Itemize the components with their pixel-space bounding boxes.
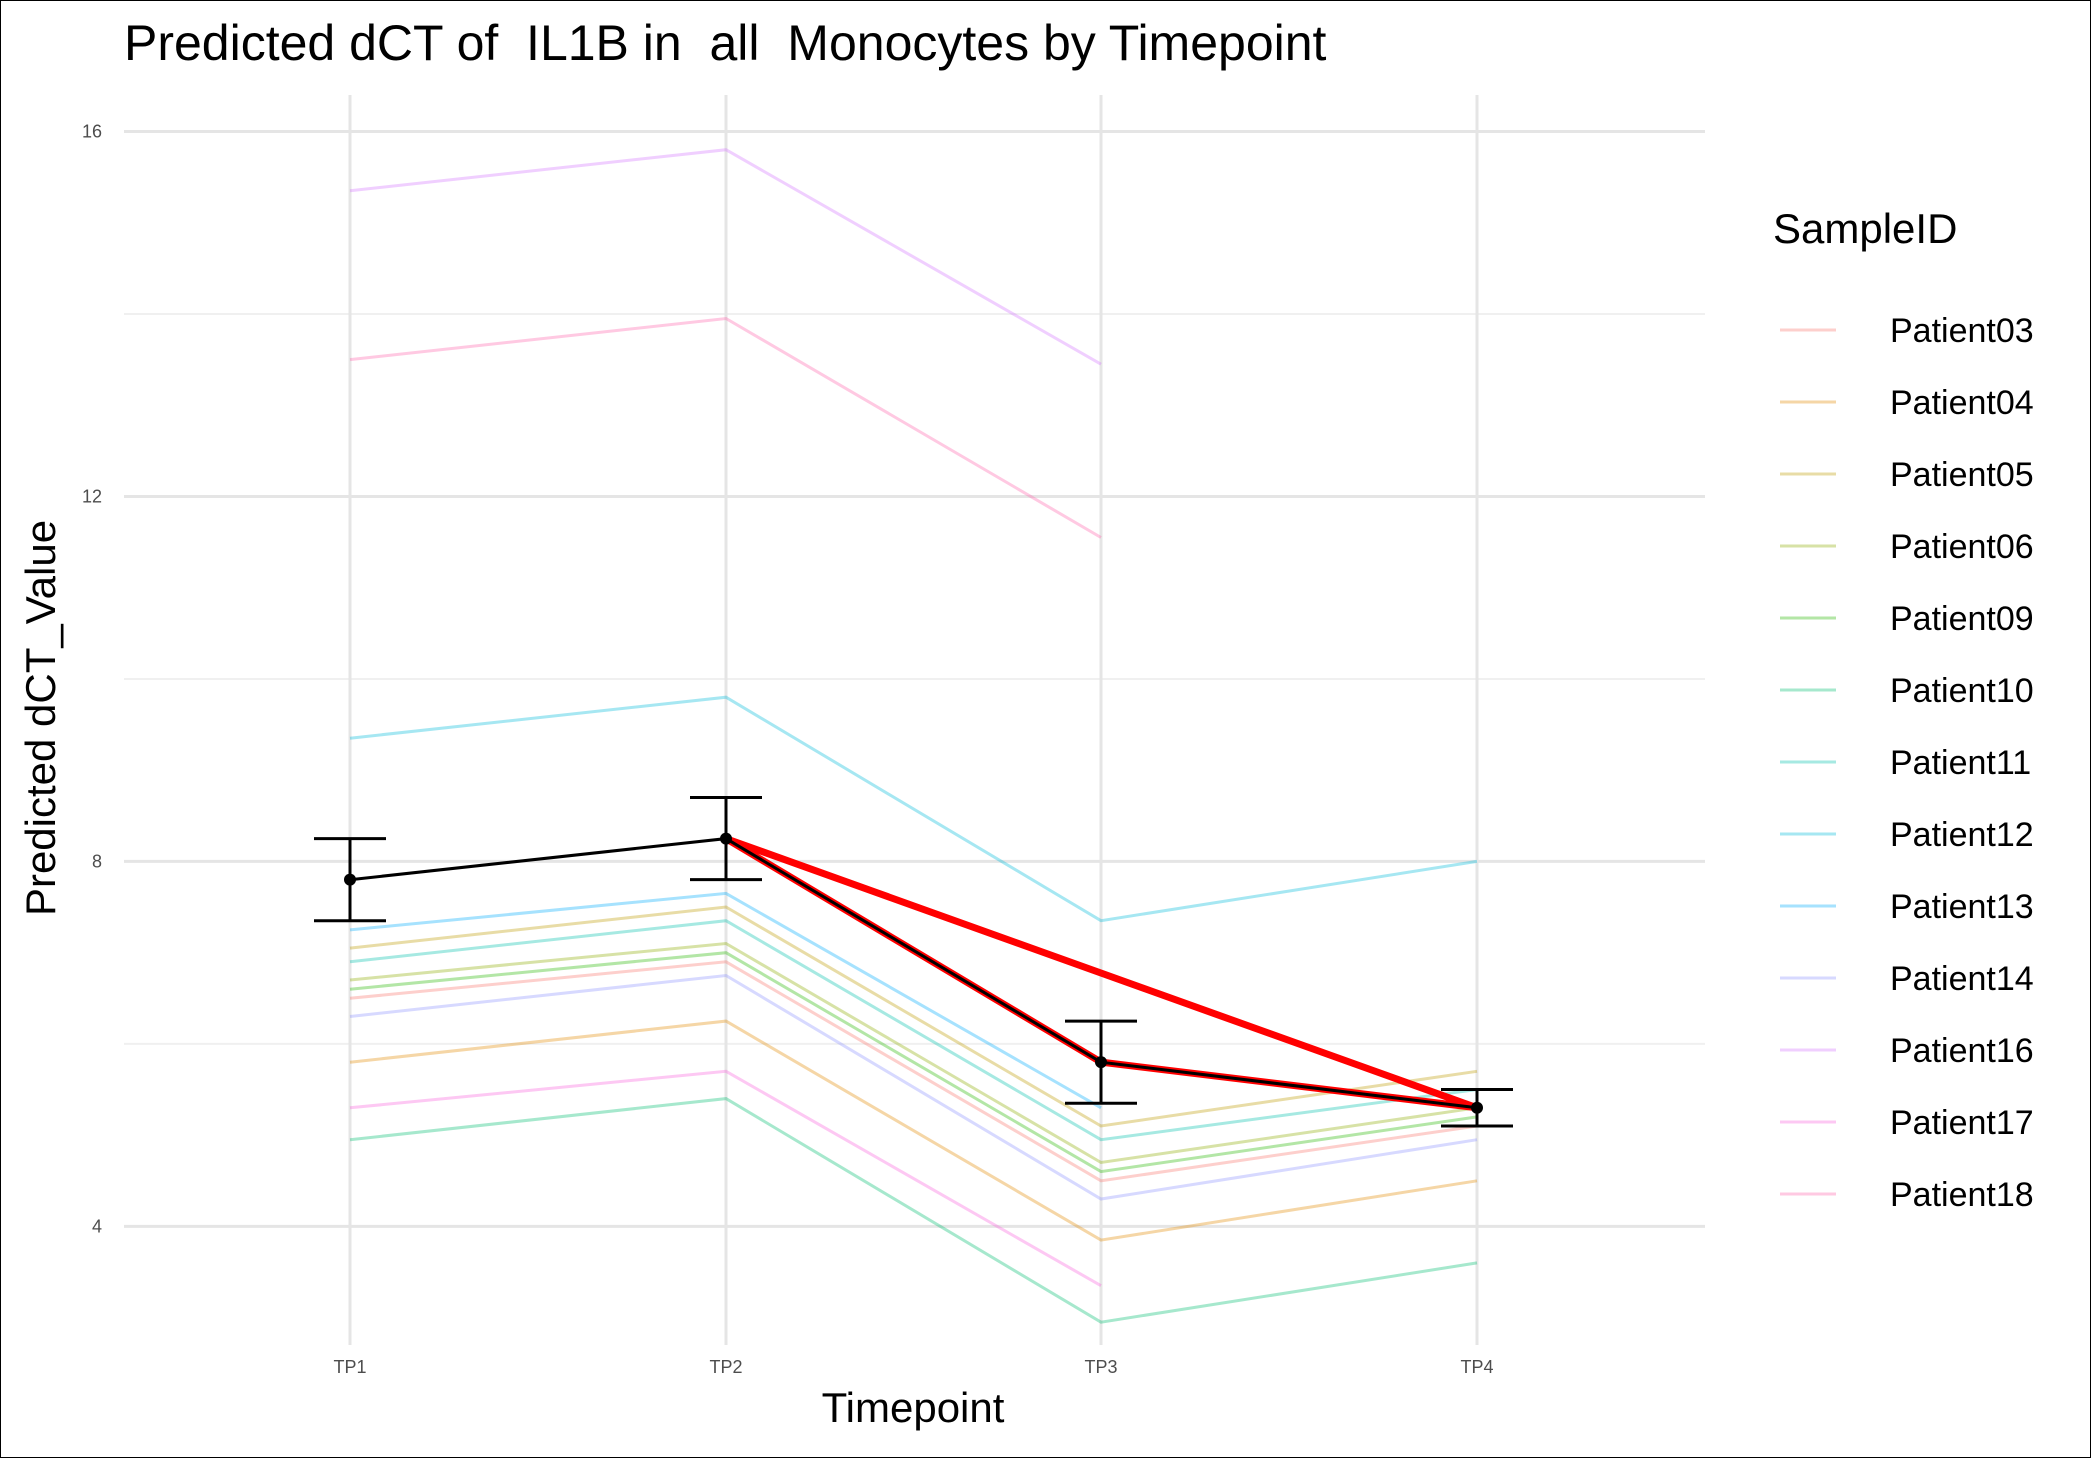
mean-line: [314, 796, 1513, 1128]
x-tick-label: TP2: [709, 1357, 742, 1377]
series-line-patient04: [349, 1019, 1478, 1242]
mean-point: [720, 832, 732, 845]
legend-label: Patient09: [1890, 600, 2034, 638]
legend-label: Patient03: [1890, 312, 2034, 350]
y-tick-label: 16: [82, 121, 102, 141]
series-line-patient10: [349, 1097, 1478, 1324]
series-line-patient18: [349, 316, 1102, 539]
series-lines: [349, 148, 1478, 1324]
grid: [124, 95, 1705, 1345]
x-tick-label: TP3: [1084, 1357, 1117, 1377]
y-axis-title: Predicted dCT_Value: [17, 520, 64, 916]
series-line-patient12: [349, 695, 1478, 923]
y-tick-label: 8: [92, 851, 102, 871]
axes: 4 8 12 16 TP1 TP2 TP3 TP4: [82, 121, 1494, 1377]
legend-label: Patient16: [1890, 1032, 2034, 1070]
legend: SampleID Patient03 Patient04 Patient05 Pati…: [1773, 205, 2034, 1214]
mean-point: [1095, 1056, 1107, 1069]
legend-label: Patient11: [1890, 744, 2031, 782]
x-axis-title: Timepoint: [822, 1384, 1005, 1431]
series-line-patient16: [349, 148, 1102, 366]
legend-label: Patient14: [1890, 960, 2034, 998]
y-tick-label: 12: [82, 486, 102, 506]
legend-title: SampleID: [1773, 205, 1957, 252]
legend-label: Patient06: [1890, 528, 2034, 566]
legend-label: Patient10: [1890, 672, 2034, 710]
legend-label: Patient12: [1890, 816, 2034, 854]
series-line-patient17: [349, 1069, 1102, 1288]
series-line-patient13: [349, 891, 1102, 1110]
chart-title: Predicted dCT of IL1B in all Monocytes b…: [124, 15, 1327, 71]
highlight-segment: [722, 835, 1481, 1112]
mean-point: [344, 873, 356, 886]
series-line-patient06: [349, 941, 1478, 1165]
legend-label: Patient04: [1890, 384, 2034, 422]
mean-point: [1471, 1101, 1483, 1114]
series-line-patient03: [349, 960, 1478, 1183]
y-tick-label: 4: [92, 1216, 102, 1236]
mean-path: [349, 837, 1478, 1110]
legend-label: Patient18: [1890, 1176, 2034, 1214]
series-line-patient11: [349, 919, 1478, 1142]
legend-label: Patient13: [1890, 888, 2034, 926]
series-line-patient09: [349, 951, 1478, 1174]
legend-label: Patient17: [1890, 1104, 2034, 1142]
x-tick-label: TP4: [1460, 1357, 1493, 1377]
series-line-patient05: [349, 905, 1478, 1128]
x-tick-label: TP1: [333, 1357, 366, 1377]
legend-label: Patient05: [1890, 456, 2034, 494]
series-line-patient14: [349, 973, 1478, 1201]
